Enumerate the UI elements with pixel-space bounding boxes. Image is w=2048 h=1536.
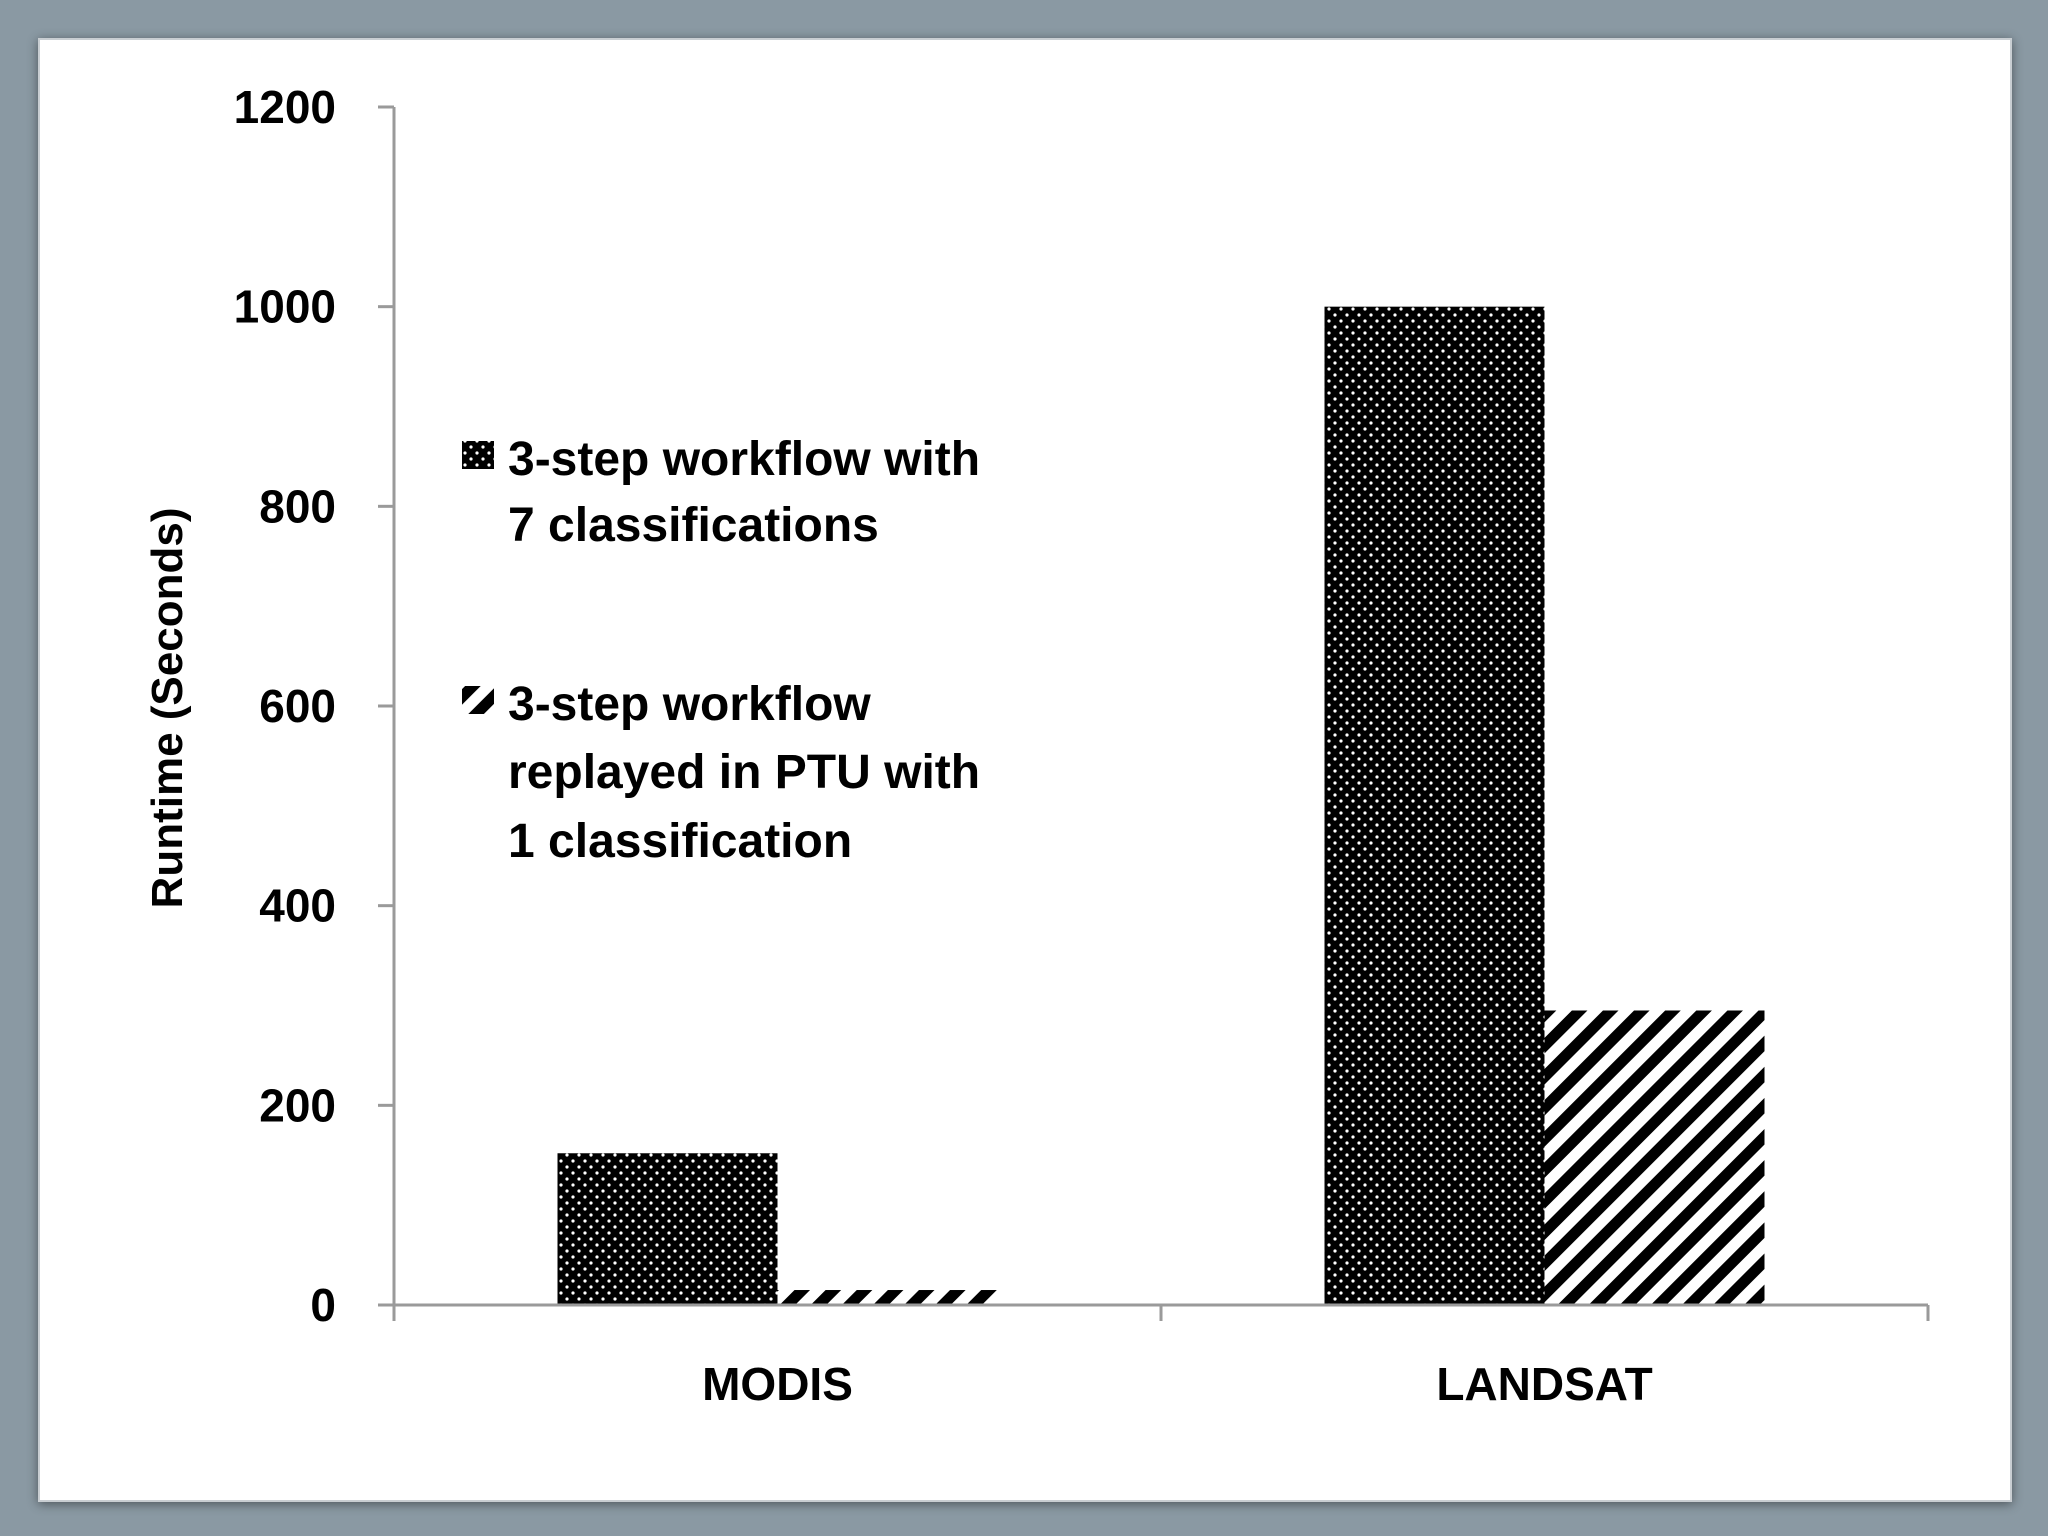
y-tick-label: 0: [310, 1279, 336, 1331]
legend-swatch-dots: [462, 441, 494, 469]
x-category-label: LANDSAT: [1436, 1358, 1652, 1410]
legend: 3-step workflow with 7 classifications 3…: [462, 433, 980, 868]
legend-label-series-2-line-1: 3-step workflow: [508, 678, 871, 731]
bar-modis-series-1: [557, 1153, 778, 1305]
bars: [557, 306, 1765, 1306]
y-tick-label: 1200: [234, 81, 336, 133]
plot-area: 0 200 400 600 800 1000 1200 MODIS LANDSAT: [234, 81, 1930, 1410]
y-axis-title: Runtime (Seconds): [143, 508, 192, 909]
legend-label-series-2-line-2: replayed in PTU with: [508, 746, 980, 799]
legend-item-series-1: 3-step workflow with 7 classifications: [462, 433, 980, 552]
bar-landsat-series-2: [1544, 1010, 1765, 1305]
legend-label-series-1-line-1: 3-step workflow with: [508, 433, 980, 486]
x-category-label: MODIS: [702, 1358, 853, 1410]
bar-modis-series-2: [777, 1290, 998, 1305]
y-tick-label: 1000: [234, 281, 336, 333]
y-tick-label: 400: [259, 880, 336, 932]
y-ticks: 0 200 400 600 800 1000 1200: [234, 81, 394, 1331]
x-categories: MODIS LANDSAT: [702, 1358, 1653, 1410]
legend-label-series-2-line-3: 1 classification: [508, 815, 852, 868]
legend-swatch-stripes: [462, 686, 494, 714]
legend-item-series-2: 3-step workflow replayed in PTU with 1 c…: [462, 678, 980, 868]
y-tick-label: 600: [259, 680, 336, 732]
y-tick-label: 800: [259, 480, 336, 532]
bar-landsat-series-1: [1324, 306, 1545, 1306]
y-tick-label: 200: [259, 1079, 336, 1131]
legend-label-series-1-line-2: 7 classifications: [508, 499, 879, 552]
